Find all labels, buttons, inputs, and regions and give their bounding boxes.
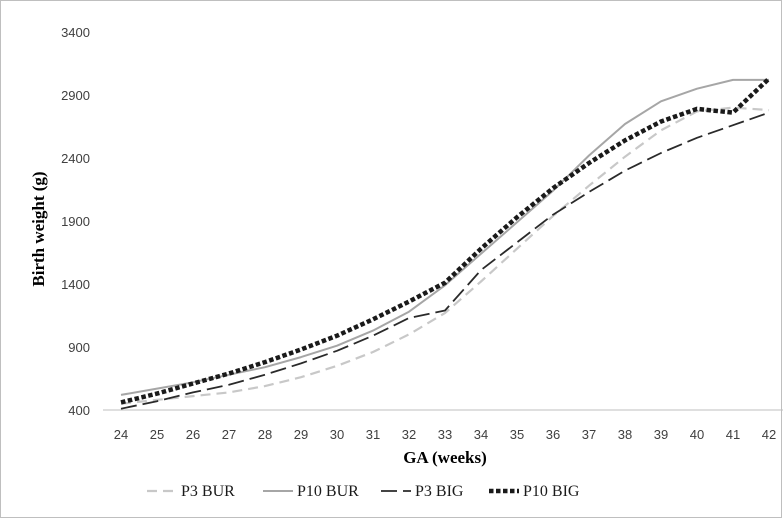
x-tick-label: 29 — [294, 427, 308, 442]
x-tick-label: 38 — [618, 427, 632, 442]
series-line-p3-bur — [120, 106, 770, 405]
y-axis-ticks: 400 900 1400 1900 2400 2900 3400 — [61, 25, 90, 418]
x-tick-label: 36 — [546, 427, 560, 442]
x-tick-label: 34 — [474, 427, 488, 442]
x-tick-label: 27 — [222, 427, 236, 442]
x-tick-label: 33 — [438, 427, 452, 442]
legend-label: P10 BIG — [523, 483, 580, 500]
y-tick-label: 2900 — [61, 88, 90, 103]
x-tick-label: 35 — [510, 427, 524, 442]
x-tick-label: 37 — [582, 427, 596, 442]
x-tick-label: 30 — [330, 427, 344, 442]
series-lines — [120, 76, 771, 410]
x-tick-label: 39 — [654, 427, 668, 442]
series-line-p10-bur — [120, 78, 769, 396]
x-tick-label: 40 — [690, 427, 704, 442]
x-tick-label: 24 — [114, 427, 128, 442]
legend: P3 BUR P10 BUR P3 BIG P10 BIG — [147, 483, 580, 500]
legend-label: P3 BIG — [415, 483, 464, 500]
x-axis-ticks: 24 25 26 27 28 29 30 31 32 33 34 35 36 37 38 39 40 41 42 — [114, 427, 776, 442]
legend-label: P10 BUR — [297, 483, 359, 500]
y-tick-label: 1900 — [61, 214, 90, 229]
series-line-p10-big — [120, 76, 771, 405]
x-tick-label: 32 — [402, 427, 416, 442]
x-tick-label: 42 — [762, 427, 776, 442]
y-tick-label: 3400 — [61, 25, 90, 40]
x-tick-label: 31 — [366, 427, 380, 442]
y-tick-label: 900 — [68, 340, 90, 355]
y-tick-label: 2400 — [61, 151, 90, 166]
x-tick-label: 41 — [726, 427, 740, 442]
y-tick-label: 400 — [68, 403, 90, 418]
legend-label: P3 BUR — [181, 483, 235, 500]
x-tick-label: 25 — [150, 427, 164, 442]
y-axis-title: Birth weight (g) — [29, 171, 48, 286]
x-tick-label: 26 — [186, 427, 200, 442]
x-tick-label: 28 — [258, 427, 272, 442]
x-axis-title: GA (weeks) — [403, 448, 487, 467]
series-line-p3-big — [120, 111, 770, 410]
y-tick-label: 1400 — [61, 277, 90, 292]
